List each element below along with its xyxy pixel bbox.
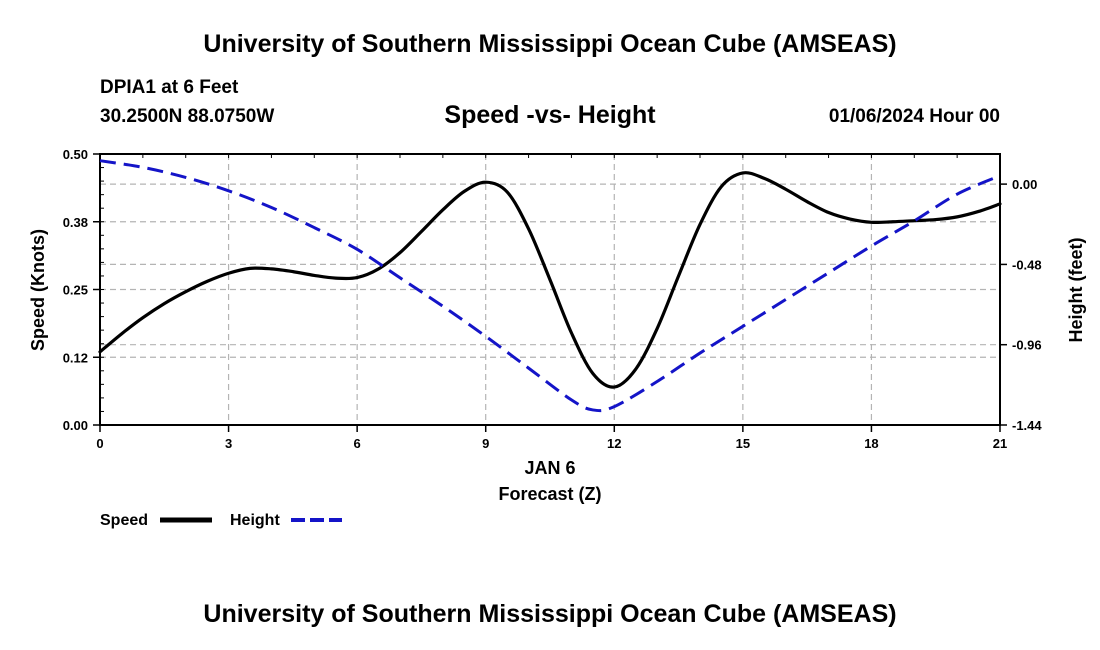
series-lines: [98, 159, 1002, 413]
station-coordinates: 30.2500N 88.0750W: [100, 106, 275, 127]
x-tick-label: 21: [993, 436, 1007, 451]
y-tick-label: 0.38: [63, 215, 88, 230]
x-axis-date: JAN 6: [524, 458, 575, 478]
x-tick-label: 6: [354, 436, 361, 451]
y-tick-label: 0.50: [63, 147, 88, 162]
station-label: DPIA1 at 6 Feet: [100, 77, 239, 98]
x-tick-label: 0: [96, 436, 103, 451]
x-axis-title: Forecast (Z): [498, 484, 601, 504]
y-tick-label: 0.00: [63, 418, 88, 433]
footer-title: University of Southern Mississippi Ocean…: [203, 600, 897, 628]
x-tick-label: 3: [225, 436, 232, 451]
x-tick-label: 12: [607, 436, 621, 451]
tick-labels: 0 3 6 9 12 15 18 21 0.00 0.12 0.25 0.38 0.50 0.00 -0.4…: [63, 147, 1043, 451]
grid: [100, 154, 1000, 426]
legend: Speed Height: [100, 512, 342, 529]
chart-title: Speed -vs- Height: [444, 101, 656, 129]
y-tick-label: 0.12: [63, 350, 88, 365]
report-title: University of Southern Mississippi Ocean…: [203, 30, 897, 58]
forecast-datetime: 01/06/2024 Hour 00: [828, 106, 1000, 127]
y2-tick-label: -0.96: [1012, 338, 1042, 353]
x-tick-label: 15: [736, 436, 750, 451]
y2-axis-title: Height (feet): [1066, 238, 1086, 343]
y2-tick-label: -1.44: [1012, 418, 1042, 433]
x-tick-label: 18: [864, 436, 878, 451]
x-tick-label: 9: [482, 436, 489, 451]
legend-height-label: Height: [230, 512, 280, 529]
y2-tick-label: -0.48: [1012, 257, 1042, 272]
legend-speed-label: Speed: [100, 512, 148, 529]
y-axis-title: Speed (Knots): [28, 229, 48, 351]
y-tick-label: 0.25: [63, 283, 88, 298]
axis-ticks: [93, 153, 1007, 432]
y2-tick-label: 0.00: [1012, 177, 1037, 192]
height-series-line: [99, 159, 1001, 413]
speed-series-line: [98, 171, 1002, 389]
